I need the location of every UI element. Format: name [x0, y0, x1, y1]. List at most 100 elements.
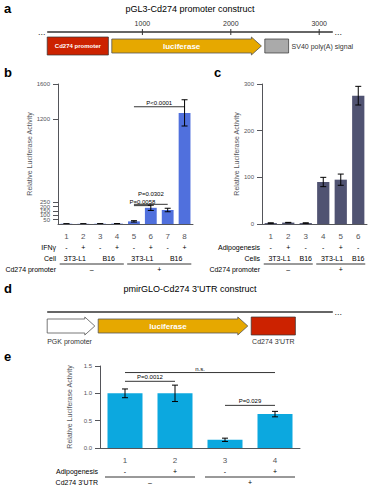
svg-text:1: 1	[123, 456, 128, 465]
svg-text:...: ...	[335, 27, 343, 37]
svg-text:+: +	[81, 244, 85, 251]
svg-text:6: 6	[149, 232, 154, 241]
svg-text:+: +	[183, 244, 187, 251]
svg-text:P=0.029: P=0.029	[239, 398, 262, 404]
svg-text:Cd274 3’UTR: Cd274 3’UTR	[252, 338, 294, 345]
svg-text:4: 4	[115, 232, 120, 241]
svg-text:–: –	[286, 266, 290, 273]
svg-text:Cd274 promoter: Cd274 promoter	[55, 43, 102, 49]
svg-text:P=0.0058: P=0.0058	[129, 199, 156, 205]
svg-text:B16: B16	[352, 255, 365, 262]
svg-text:b: b	[4, 65, 12, 80]
svg-text:n.s.: n.s.	[195, 366, 205, 372]
svg-text:-: -	[133, 244, 136, 251]
svg-text:-: -	[357, 244, 360, 251]
svg-text:d: d	[4, 281, 12, 296]
svg-text:250: 250	[40, 199, 51, 205]
svg-text:SV40 poly(A) signal: SV40 poly(A) signal	[292, 43, 354, 51]
svg-text:Adipogenesis: Adipogenesis	[56, 468, 99, 476]
svg-text:8: 8	[182, 232, 187, 241]
svg-text:3: 3	[223, 456, 228, 465]
svg-text:e: e	[4, 349, 11, 364]
svg-text:4: 4	[321, 232, 326, 241]
svg-text:+: +	[339, 244, 343, 251]
svg-text:...: ...	[335, 307, 343, 317]
svg-text:2: 2	[173, 456, 178, 465]
svg-text:+: +	[149, 244, 153, 251]
svg-text:+: +	[273, 468, 277, 475]
svg-text:pGL3-Cd274 promoter construct: pGL3-Cd274 promoter construct	[125, 4, 255, 14]
svg-text:Relative Luciferase Activity: Relative Luciferase Activity	[233, 112, 241, 196]
svg-text:1: 1	[64, 232, 69, 241]
svg-text:1.5: 1.5	[84, 363, 93, 369]
svg-text:-: -	[124, 468, 127, 475]
svg-text:B16: B16	[170, 255, 183, 262]
svg-text:+: +	[157, 266, 161, 273]
svg-text:3T3-L1: 3T3-L1	[268, 255, 290, 262]
svg-text:-: -	[65, 244, 68, 251]
svg-text:c: c	[214, 65, 221, 80]
svg-text:-: -	[224, 468, 227, 475]
svg-text:PGK promoter: PGK promoter	[47, 338, 92, 346]
svg-text:-: -	[99, 244, 102, 251]
svg-text:5: 5	[132, 232, 137, 241]
svg-text:+: +	[115, 244, 119, 251]
svg-text:P<0.0001: P<0.0001	[146, 100, 173, 106]
svg-text:+: +	[339, 266, 343, 273]
svg-text:Cell: Cell	[44, 255, 57, 262]
svg-text:a: a	[4, 1, 12, 16]
svg-text:100: 100	[244, 174, 255, 180]
svg-text:0.0: 0.0	[84, 445, 93, 451]
svg-text:3000: 3000	[311, 20, 327, 27]
svg-text:Cd274 promoter: Cd274 promoter	[5, 266, 56, 274]
svg-text:4: 4	[273, 456, 278, 465]
svg-text:-: -	[167, 244, 170, 251]
svg-text:5: 5	[339, 232, 344, 241]
svg-text:luciferase: luciferase	[163, 42, 201, 51]
svg-text:B16: B16	[102, 255, 115, 262]
svg-text:Cd274 3’UTR: Cd274 3’UTR	[56, 479, 98, 486]
svg-text:P=0.0302: P=0.0302	[138, 191, 165, 197]
svg-text:3T3-L1: 3T3-L1	[321, 255, 343, 262]
svg-text:3: 3	[98, 232, 103, 241]
svg-text:IFNγ: IFNγ	[41, 244, 56, 252]
svg-text:0: 0	[251, 221, 255, 227]
svg-text:-: -	[270, 244, 273, 251]
svg-text:1200: 1200	[37, 116, 51, 122]
svg-text:-: -	[322, 244, 325, 251]
svg-text:Adipogenesis: Adipogenesis	[218, 244, 261, 252]
svg-text:200: 200	[244, 128, 255, 134]
svg-text:2: 2	[81, 232, 86, 241]
svg-text:100: 100	[40, 212, 50, 219]
svg-text:+: +	[286, 244, 290, 251]
svg-text:P=0.0012: P=0.0012	[137, 374, 164, 380]
svg-text:...: ...	[38, 27, 46, 37]
svg-text:300: 300	[244, 81, 255, 87]
svg-text:1.0: 1.0	[84, 390, 93, 396]
svg-text:6: 6	[356, 232, 361, 241]
svg-text:7: 7	[165, 232, 170, 241]
svg-text:3T3-L1: 3T3-L1	[131, 255, 153, 262]
svg-text:+: +	[248, 479, 252, 486]
svg-text:50: 50	[43, 216, 50, 223]
svg-text:1: 1	[269, 232, 274, 241]
svg-text:–: –	[90, 266, 94, 273]
svg-text:3T3-L1: 3T3-L1	[64, 255, 86, 262]
svg-text:2000: 2000	[223, 20, 239, 27]
svg-text:+: +	[173, 468, 177, 475]
svg-text:Relative Luciferase Activity: Relative Luciferase Activity	[26, 112, 34, 196]
svg-text:1000: 1000	[135, 20, 151, 27]
svg-text:Relative Luciferase Activity: Relative Luciferase Activity	[66, 365, 74, 449]
svg-text:luciferase: luciferase	[149, 322, 187, 331]
svg-text:0.5: 0.5	[84, 418, 93, 424]
svg-text:B16: B16	[300, 255, 313, 262]
svg-text:1600: 1600	[37, 81, 51, 87]
svg-text:–: –	[148, 479, 152, 486]
svg-text:Cd274 promoter: Cd274 promoter	[209, 266, 260, 274]
svg-text:3: 3	[304, 232, 309, 241]
svg-text:2: 2	[286, 232, 291, 241]
svg-text:150: 150	[40, 207, 50, 214]
svg-text:pmirGLO-Cd274 3’UTR construct: pmirGLO-Cd274 3’UTR construct	[123, 284, 257, 294]
svg-text:Cells: Cells	[244, 255, 260, 262]
svg-text:-: -	[305, 244, 308, 251]
